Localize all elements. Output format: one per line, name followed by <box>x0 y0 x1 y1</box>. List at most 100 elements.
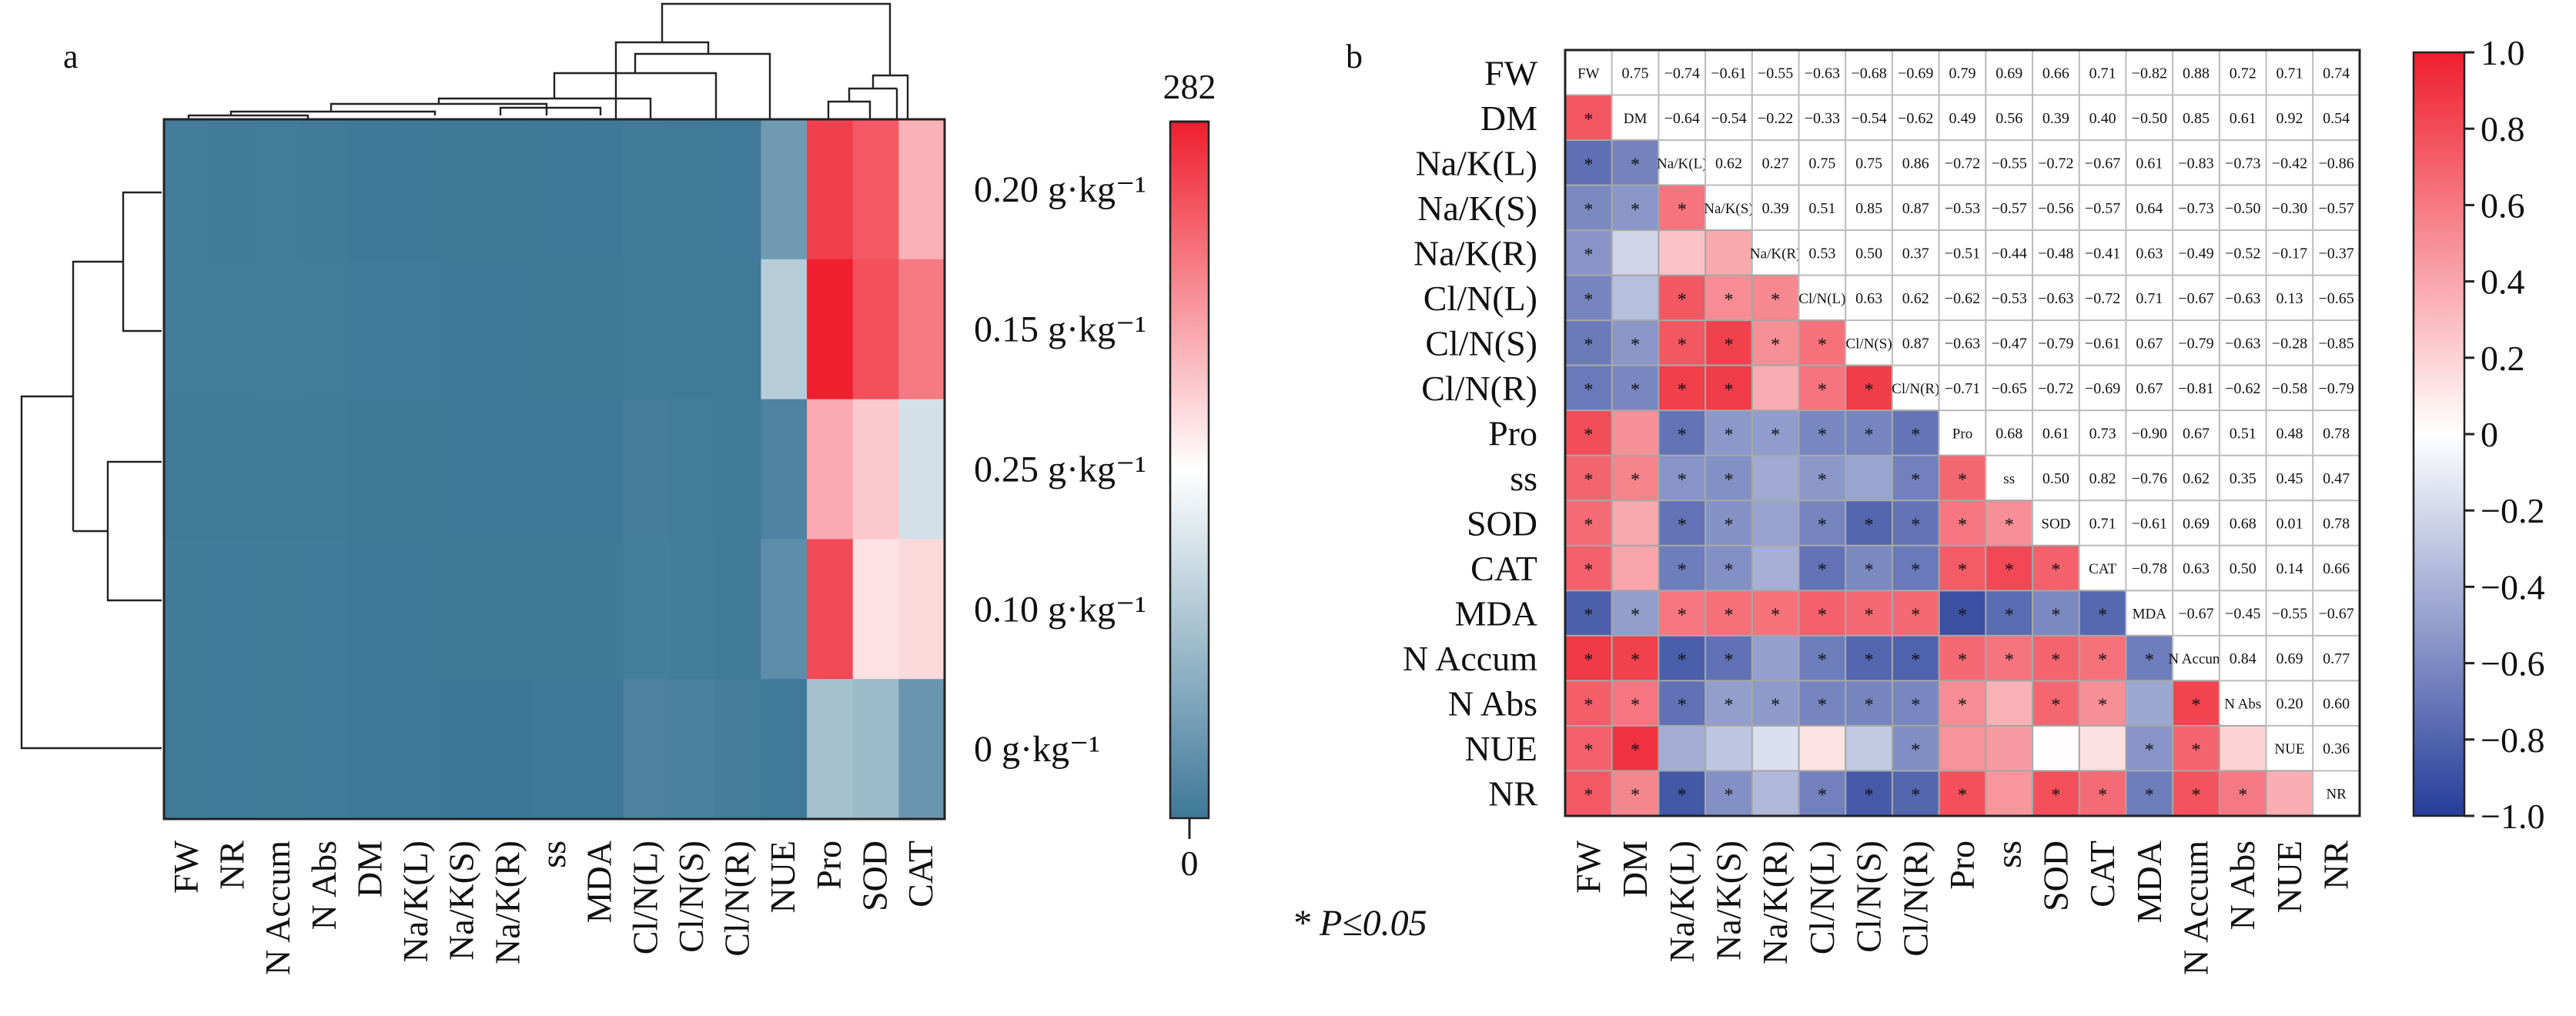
diagonal-label: Cl/N(S) <box>1845 336 1892 352</box>
correlation-value: −0.22 <box>1758 110 1793 127</box>
correlation-value: 0.61 <box>2136 155 2163 172</box>
significance-star: * <box>1958 606 1967 626</box>
heatmap-b-upper-cell <box>1891 319 1940 366</box>
heatmap-b-diagonal-cell <box>2032 500 2080 546</box>
correlation-value: −0.74 <box>1664 65 1700 82</box>
heatmap-b-lower-cell <box>1751 544 1800 592</box>
significance-star: * <box>1678 200 1687 220</box>
significance-star: * <box>1958 696 1967 716</box>
correlation-value: −0.62 <box>1898 110 1933 127</box>
panel-b-heatmap: FW 0.75 −0.74 −0.61 −0.55 −0.63 −0.68 −0.69 0.79… <box>1564 49 2361 817</box>
correlation-value: 0.85 <box>1855 200 1882 217</box>
heatmap-b-lower-cell <box>1658 274 1707 322</box>
heatmap-b-lower-cell <box>1891 500 1940 546</box>
correlation-value: −0.72 <box>2038 380 2073 397</box>
heatmap-a-cell <box>209 539 256 680</box>
heatmap-b-upper-cell <box>1798 139 1847 186</box>
panel-b-column-labels: FW DM Na/K(L) Na/K(S) Na/K(R) Cl/N(L) Cl/N(S) C… <box>1568 840 2355 975</box>
heatmap-b-upper-cell <box>1985 409 2034 456</box>
heatmap-a-cell <box>209 119 256 260</box>
heatmap-b-lower-cell <box>1751 680 1800 727</box>
correlation-value: 0.87 <box>1902 335 1929 352</box>
heatmap-b-upper-cell <box>2265 544 2314 592</box>
heatmap-a-cell <box>852 539 899 680</box>
significance-star: * <box>2005 650 2014 670</box>
significance-star: * <box>1865 426 1874 446</box>
correlation-value: 0.63 <box>1855 290 1882 307</box>
correlation-value: −0.55 <box>1758 65 1793 82</box>
diagonal-label: FW <box>1577 65 1600 82</box>
panel-b-frame <box>1564 48 2361 817</box>
column-label: CAT <box>2083 841 2122 907</box>
heatmap-a-cell <box>669 539 716 680</box>
heatmap-a-cell <box>898 539 945 680</box>
heatmap-b-lower-cell <box>1658 364 1707 412</box>
heatmap-a-cell <box>439 539 487 680</box>
correlation-value: 0.63 <box>2183 560 2210 577</box>
colorbar-b-tick-label: 0.2 <box>2481 339 2525 378</box>
heatmap-a-cell <box>393 679 440 820</box>
correlation-value: −0.67 <box>2178 290 2213 307</box>
heatmap-a-cell <box>485 679 532 820</box>
significance-star: * <box>1818 606 1827 626</box>
correlation-value: −0.63 <box>2038 290 2073 307</box>
correlation-value: 0.49 <box>1949 110 1976 127</box>
heatmap-b-upper-cell <box>2172 274 2220 322</box>
significance-star: * <box>1678 560 1687 580</box>
heatmap-b-upper-cell <box>2218 500 2267 546</box>
row-label: 0.20 g·kg⁻¹ <box>974 169 1146 210</box>
significance-star: * <box>1865 650 1874 670</box>
heatmap-b-upper-cell <box>2125 184 2174 232</box>
row-label: N Abs <box>1448 684 1537 724</box>
heatmap-b-upper-cell <box>1938 139 1987 186</box>
column-label: Cl/N(R) <box>718 841 757 957</box>
heatmap-b-lower-cell <box>1751 319 1800 366</box>
heatmap-a-cell <box>807 259 854 400</box>
heatmap-a-cell <box>164 679 211 820</box>
heatmap-b-lower-cell <box>1845 680 1893 727</box>
column-label: N Abs <box>304 841 343 930</box>
significance-star: * <box>1865 560 1874 580</box>
heatmap-b-lower-cell <box>1658 724 1707 772</box>
heatmap-b-lower-cell <box>1798 409 1847 456</box>
heatmap-b-upper-cell <box>2312 724 2361 772</box>
column-label: NUE <box>2270 841 2309 914</box>
heatmap-b-upper-cell <box>2218 409 2267 456</box>
correlation-value: −0.69 <box>2085 380 2120 397</box>
column-label: Cl/N(S) <box>1849 841 1889 953</box>
correlation-value: −0.83 <box>2178 155 2213 172</box>
correlation-value: −0.67 <box>2178 606 2213 623</box>
heatmap-b-lower-cell <box>1845 634 1893 682</box>
heatmap-b-lower-cell <box>1658 770 1707 817</box>
correlation-value: 0.77 <box>2323 650 2350 667</box>
heatmap-b-lower-cell <box>1611 229 1660 276</box>
heatmap-a-cell <box>577 539 624 680</box>
diagonal-label: Pro <box>1952 426 1972 443</box>
colorbar-b-tick-label: 1.0 <box>2481 33 2525 72</box>
heatmap-b-upper-cell <box>2312 409 2361 456</box>
diagonal-label: MDA <box>2133 607 2167 623</box>
significance-star: * <box>1911 650 1920 670</box>
significance-star: * <box>1584 470 1593 490</box>
heatmap-a-cell <box>347 119 394 260</box>
heatmap-b-lower-cell <box>2078 634 2127 682</box>
heatmap-b-lower-cell <box>2078 724 2127 772</box>
significance-star: * <box>2145 786 2154 806</box>
column-label: NR <box>212 841 251 890</box>
correlation-value: 0.13 <box>2276 290 2303 307</box>
significance-star: * <box>1678 696 1687 716</box>
correlation-value: 0.78 <box>2323 426 2350 443</box>
heatmap-b-upper-cell <box>2312 634 2361 682</box>
significance-star: * <box>1584 696 1593 716</box>
heatmap-a-cell <box>623 399 670 540</box>
row-label: Pro <box>1488 414 1537 453</box>
heatmap-b-upper-cell <box>2265 590 2314 637</box>
colorbar-a <box>1169 120 1210 820</box>
heatmap-a-cell <box>761 119 808 260</box>
correlation-value: −0.45 <box>2225 606 2260 623</box>
correlation-value: −0.67 <box>2085 155 2120 172</box>
heatmap-a-cell <box>669 119 716 260</box>
correlation-value: 0.50 <box>2042 470 2069 487</box>
column-label: DM <box>350 841 389 897</box>
heatmap-b-lower-cell <box>1705 500 1753 546</box>
